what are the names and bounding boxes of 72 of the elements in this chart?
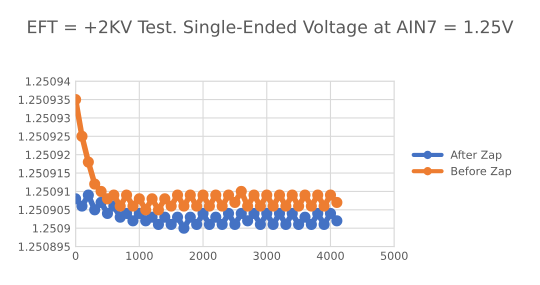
point xyxy=(76,130,88,142)
x-tick-label: 1000 xyxy=(126,252,153,260)
point xyxy=(184,190,196,201)
point xyxy=(152,204,164,216)
y-tick-label: 1.25093 xyxy=(26,114,70,122)
point xyxy=(197,190,209,201)
point xyxy=(146,193,158,204)
point xyxy=(159,193,170,204)
point xyxy=(172,212,184,223)
point xyxy=(236,208,247,220)
point xyxy=(166,200,177,212)
point xyxy=(204,218,215,230)
point xyxy=(229,218,240,230)
point xyxy=(299,212,311,223)
point xyxy=(134,193,145,204)
x-tick-label: 4000 xyxy=(316,252,344,260)
y-tick-label: 1.250935 xyxy=(18,96,70,104)
point xyxy=(216,218,228,230)
legend-label: After Zap xyxy=(450,150,502,162)
chart-title: EFT = +2KV Test. Single-Ended Voltage at AIN7 = 1.25V xyxy=(28,20,514,37)
point xyxy=(254,218,266,230)
x-tick-label: 5000 xyxy=(380,252,408,260)
point xyxy=(121,190,132,201)
point xyxy=(166,218,177,230)
y-tick-label: 1.2509 xyxy=(33,224,70,233)
point xyxy=(89,204,100,216)
x-tick-label: 0 xyxy=(72,252,78,260)
point xyxy=(210,212,222,223)
point xyxy=(140,204,152,216)
point xyxy=(127,200,139,212)
point xyxy=(108,190,120,201)
point xyxy=(96,186,107,197)
y-tick-label: 1.250895 xyxy=(18,242,70,251)
point xyxy=(152,218,164,230)
point xyxy=(306,218,317,230)
point xyxy=(184,212,196,223)
point xyxy=(261,190,272,201)
point xyxy=(331,215,342,226)
point xyxy=(102,208,114,220)
y-tick-label: 1.25092 xyxy=(26,150,70,160)
point xyxy=(248,208,260,220)
point xyxy=(89,178,100,190)
y-tick-label: 1.250915 xyxy=(18,169,70,178)
point xyxy=(229,196,240,208)
point xyxy=(299,190,311,201)
x-tick-label: 2000 xyxy=(190,252,216,260)
point xyxy=(82,156,94,168)
point xyxy=(331,196,342,208)
point xyxy=(312,190,324,201)
point xyxy=(324,190,336,201)
point xyxy=(159,212,170,223)
y-tick-label: 1.25094 xyxy=(26,77,70,86)
x-tick-label: 3000 xyxy=(253,252,280,260)
y-tick-label: 1.250905 xyxy=(18,206,70,214)
y-tick-label: 1.250925 xyxy=(18,132,70,141)
point xyxy=(324,208,336,220)
point xyxy=(242,215,254,226)
point xyxy=(172,190,184,201)
point xyxy=(286,190,298,201)
point xyxy=(248,190,260,201)
point xyxy=(318,218,330,230)
point xyxy=(274,190,286,201)
point xyxy=(280,218,292,230)
point xyxy=(293,218,304,230)
point xyxy=(268,218,279,230)
y-tick-label: 1.25091 xyxy=(26,187,70,196)
legend-label: Before Zap xyxy=(452,166,512,178)
point xyxy=(210,190,222,201)
point xyxy=(127,215,139,226)
point xyxy=(191,218,202,230)
point xyxy=(222,190,234,201)
point xyxy=(76,200,88,212)
